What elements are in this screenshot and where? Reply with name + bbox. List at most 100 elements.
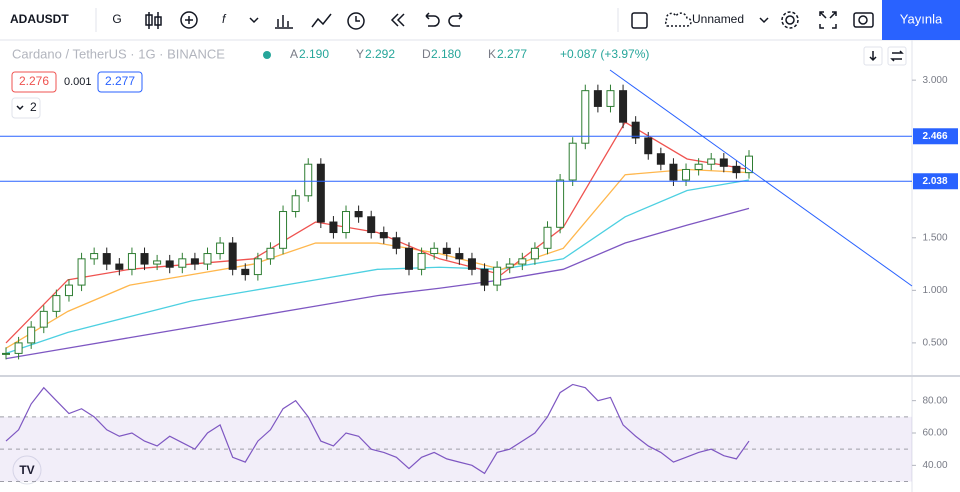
legend-title: Cardano / TetherUS · 1G · BINANCE (12, 46, 225, 61)
publish-label: Yayınla (900, 11, 943, 26)
undo-icon[interactable] (425, 12, 440, 27)
alert-icon[interactable] (347, 12, 365, 30)
candle-body (682, 168, 691, 181)
interval[interactable]: G (112, 12, 121, 26)
candle-body (316, 163, 325, 223)
candle-body (2, 352, 10, 355)
bar-chart-icon[interactable] (275, 15, 293, 29)
candle-body (745, 155, 753, 174)
ask: 2.277 (105, 74, 135, 88)
price-tag (913, 128, 958, 145)
candle-body (77, 258, 86, 286)
redo-icon[interactable] (448, 12, 463, 27)
dropdown-icon[interactable] (759, 17, 769, 24)
rsi-tick-label: 60.00 (922, 428, 947, 439)
bid-box[interactable] (11, 71, 57, 93)
candle-body (404, 247, 413, 270)
candle-body (178, 258, 187, 268)
candle-body (127, 253, 136, 270)
ohlc-label: D (422, 47, 431, 61)
dropdown-icon[interactable] (249, 17, 259, 24)
candle-body (27, 326, 36, 344)
candle-body (241, 268, 250, 276)
moving-average (5, 168, 750, 349)
candle-body (190, 258, 199, 265)
candle-body (593, 90, 602, 107)
candle-body (39, 310, 48, 328)
candle-body (669, 163, 678, 181)
candle-body (291, 195, 300, 213)
trend-line[interactable] (609, 69, 913, 287)
price-tag-label: 2.466 (922, 131, 947, 142)
candle-body (430, 247, 439, 255)
rsi-tick-label: 40.00 (922, 460, 947, 471)
candle-body (581, 90, 590, 144)
rsi-line (5, 383, 750, 475)
price-tag-label: 2.038 (922, 176, 947, 187)
reset-icon (890, 50, 904, 62)
y-tick-label: 0.500 (922, 338, 947, 349)
candle-body (52, 295, 61, 312)
ohlc-value: 2.277 (497, 47, 527, 61)
candle-body (216, 242, 225, 255)
candle-body (304, 163, 313, 197)
candle-body (656, 153, 665, 165)
candle-body (606, 90, 615, 107)
candle-body (556, 179, 565, 228)
layout-name[interactable]: Unnamed (692, 12, 744, 26)
spread: 0.001 (64, 76, 92, 88)
candle-type-icon[interactable] (145, 12, 162, 29)
candle-body (153, 260, 162, 265)
candle-body (140, 253, 149, 265)
replay-icon[interactable] (390, 13, 405, 27)
candle-body (417, 253, 426, 270)
svg-text:TV: TV (19, 463, 34, 477)
indicators-toggle[interactable] (11, 97, 41, 119)
toolbar (0, 0, 960, 40)
reset-button[interactable] (887, 46, 907, 66)
fullscreen-box-icon[interactable] (631, 12, 648, 29)
arrow-icon (869, 51, 877, 62)
symbol[interactable]: ADAUSDT (10, 12, 69, 26)
moving-average (5, 179, 750, 355)
fx-icon[interactable]: f (222, 12, 227, 26)
cloud-icon[interactable] (664, 12, 692, 27)
candle-body (90, 253, 99, 260)
candle-body (253, 258, 262, 276)
candle-body (568, 142, 577, 181)
y-tick-label: 1.500 (922, 232, 947, 243)
candle-body (518, 258, 527, 265)
rsi-tick-label: 80.00 (922, 395, 947, 406)
ohlc-label: A (290, 47, 298, 61)
compare-icon[interactable] (311, 13, 332, 28)
main-pane (0, 84, 912, 360)
y-tick-label: 3.000 (922, 75, 947, 86)
ohlc-label: Y (356, 47, 364, 61)
expand-icon[interactable] (819, 11, 837, 29)
ohlc-label: K (488, 47, 496, 61)
price-tag (913, 173, 958, 190)
candle-body (354, 211, 363, 218)
moving-average (5, 121, 750, 344)
candle-body (379, 232, 388, 239)
snapshot-icon[interactable] (853, 12, 874, 28)
bid: 2.276 (19, 74, 49, 88)
candle-body (707, 158, 716, 165)
candle-body (480, 268, 489, 286)
candle-body (455, 253, 464, 260)
indicators-add-icon[interactable] (180, 11, 198, 29)
candle-body (115, 263, 124, 270)
candle-body (367, 216, 376, 234)
candle-body (329, 221, 338, 234)
candle-body (165, 260, 174, 268)
settings-icon[interactable] (781, 11, 799, 29)
candle-body (644, 137, 653, 155)
moving-average (5, 207, 750, 360)
publish-button[interactable] (882, 0, 960, 40)
candle-body (493, 266, 502, 286)
candle-body (392, 237, 401, 249)
candle-body (203, 253, 212, 265)
ask-box[interactable] (97, 71, 143, 93)
